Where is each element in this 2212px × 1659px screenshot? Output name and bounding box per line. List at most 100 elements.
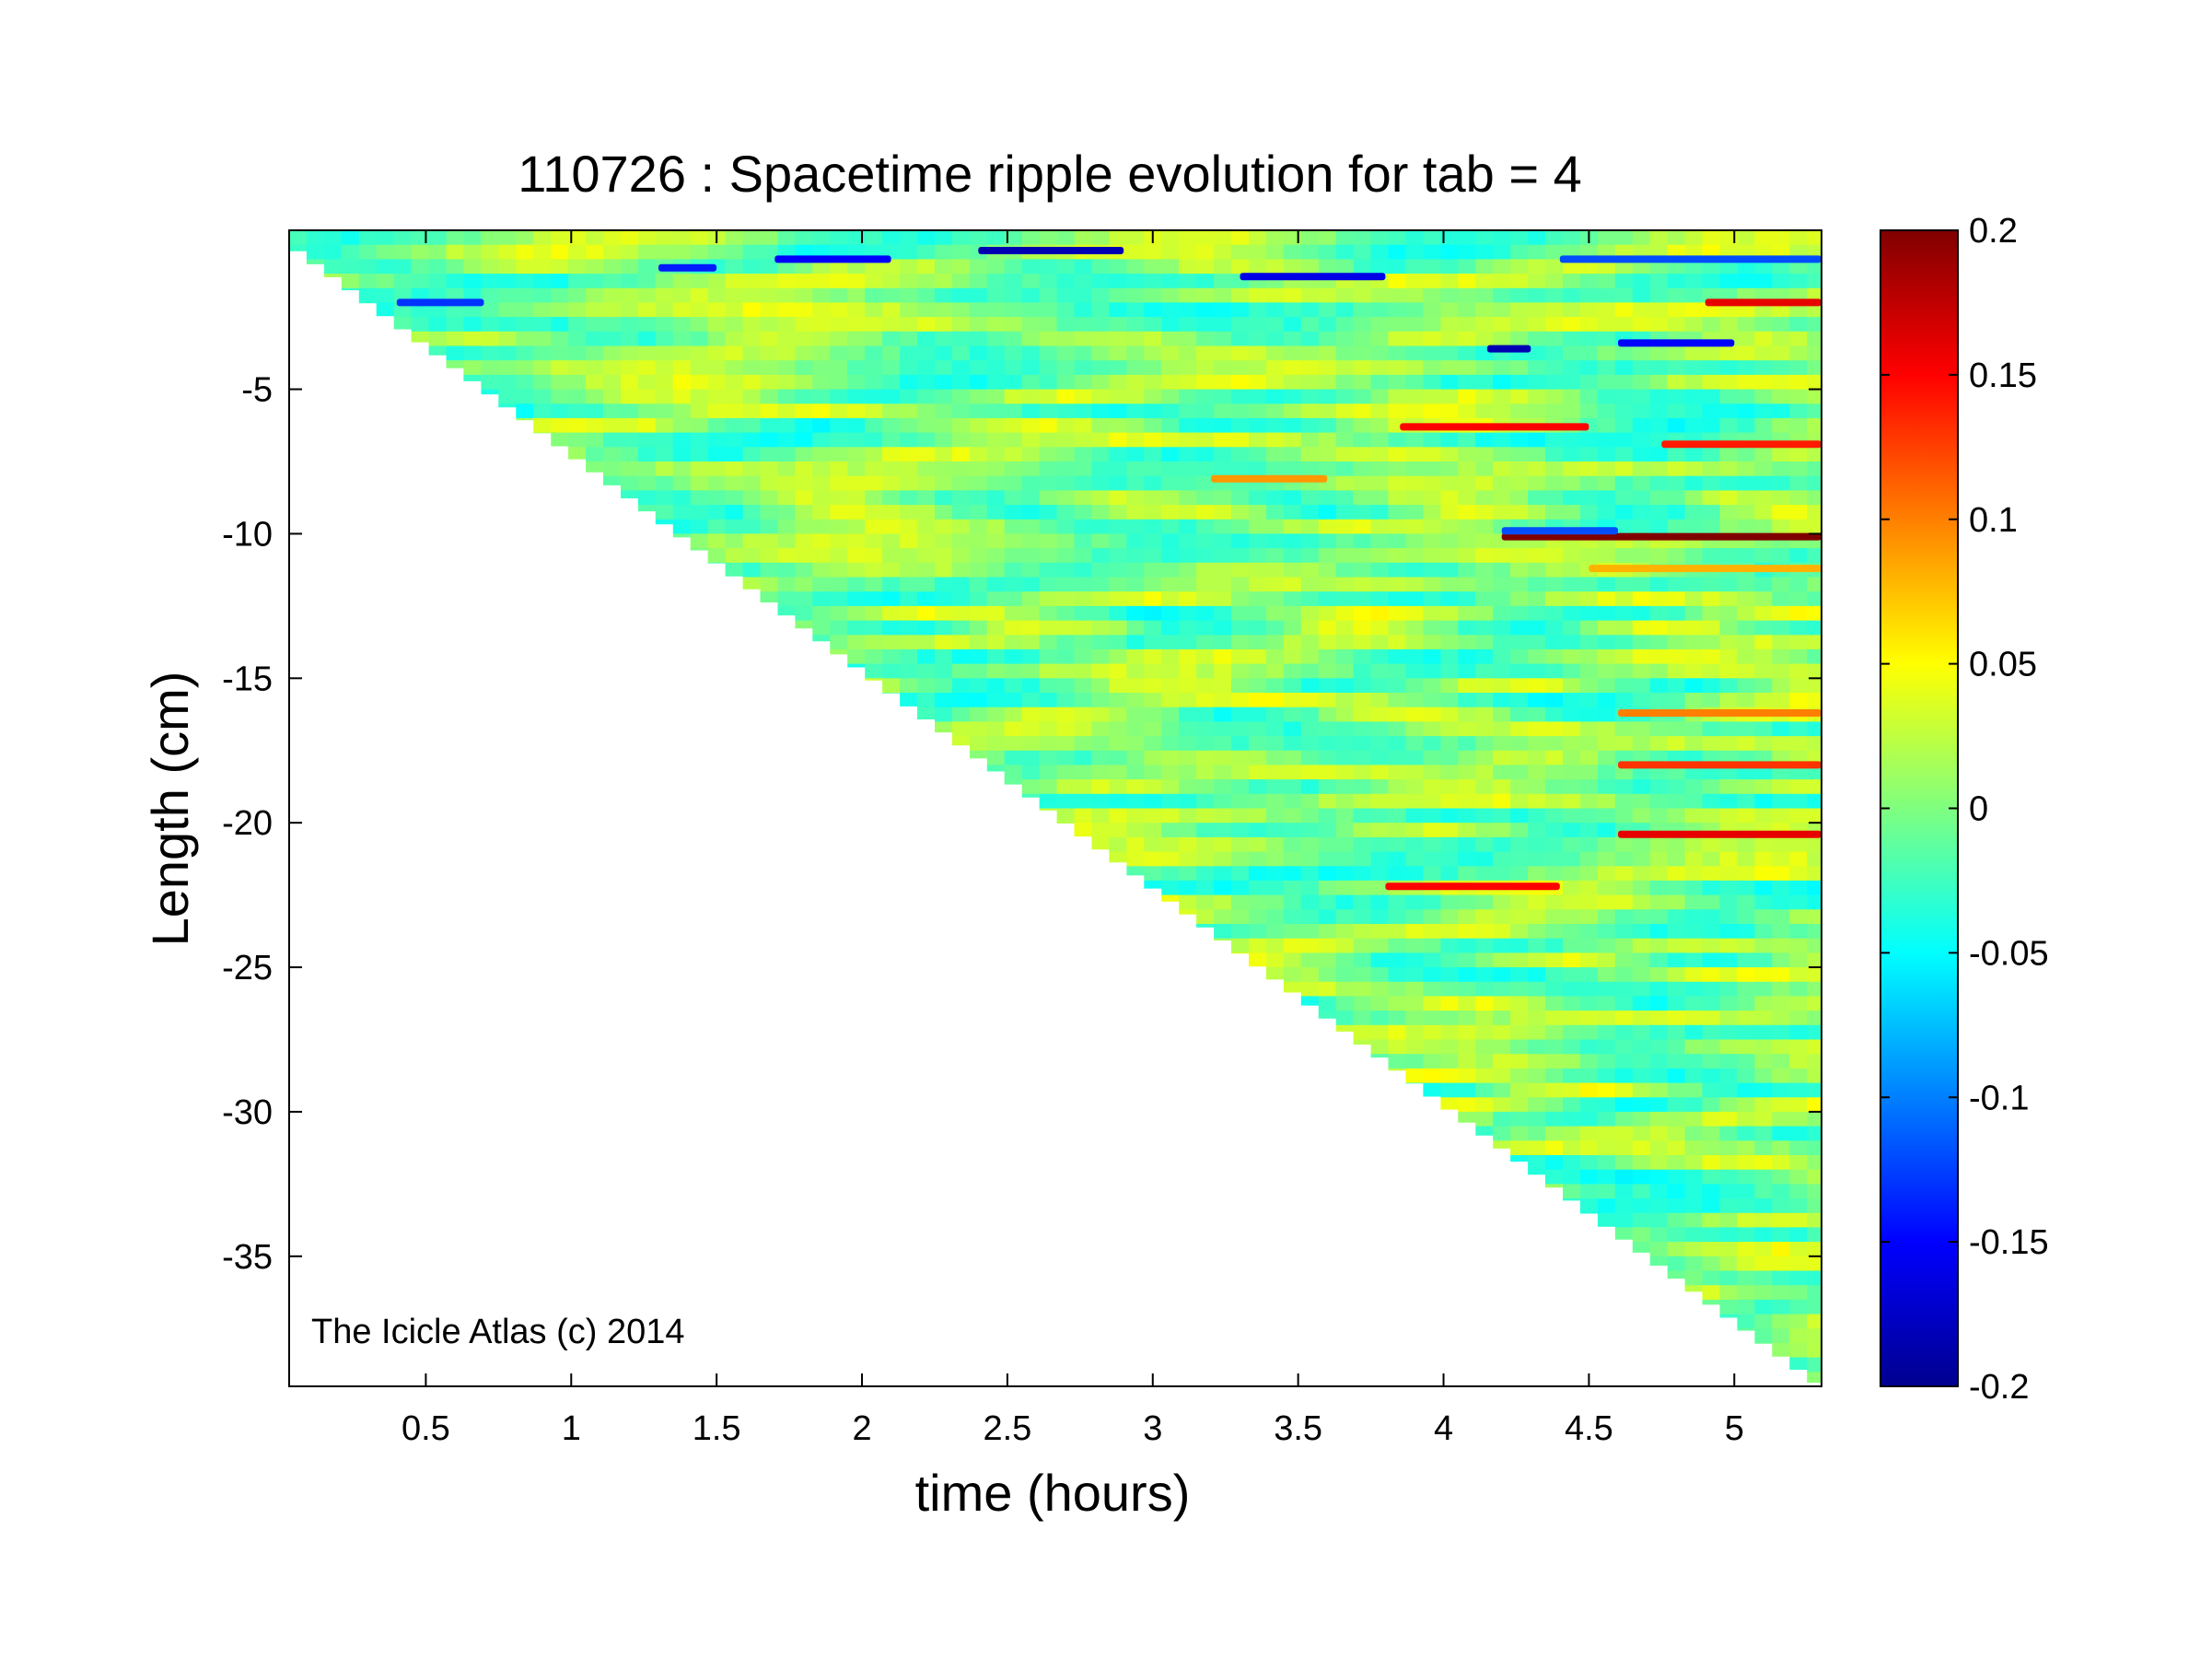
heatmap-cell xyxy=(1423,967,1442,983)
heatmap-cell xyxy=(707,274,727,289)
heatmap-cell xyxy=(1719,678,1739,694)
heatmap-cell xyxy=(586,374,604,391)
heatmap-cell xyxy=(428,259,448,275)
heatmap-cell xyxy=(306,230,325,246)
heatmap-cell xyxy=(672,317,692,333)
heatmap-cell xyxy=(1405,605,1425,622)
heatmap-cell xyxy=(1737,274,1756,289)
heatmap-cell xyxy=(1056,287,1076,304)
heatmap-cell xyxy=(1458,345,1476,361)
ripple-feature xyxy=(1385,882,1560,891)
heatmap-cell xyxy=(1579,707,1599,723)
heatmap-cell xyxy=(1493,1126,1511,1142)
heatmap-cell xyxy=(1772,1111,1790,1127)
heatmap-cell xyxy=(1091,302,1111,318)
heatmap-cell xyxy=(1649,909,1669,925)
heatmap-cell xyxy=(1614,836,1634,853)
heatmap-cell xyxy=(1528,693,1546,708)
heatmap-cell xyxy=(1667,475,1686,492)
heatmap-cell xyxy=(1283,952,1302,968)
heatmap-cell xyxy=(1370,519,1390,535)
heatmap-cell xyxy=(1440,635,1460,650)
heatmap-cell xyxy=(812,548,831,564)
heatmap-cell xyxy=(1807,1328,1822,1344)
heatmap-cell xyxy=(672,274,692,289)
heatmap-cell xyxy=(1702,591,1721,607)
heatmap-cell xyxy=(795,591,814,607)
heatmap-cell xyxy=(1265,331,1285,347)
heatmap-cell xyxy=(1214,417,1232,434)
heatmap-cell xyxy=(690,475,709,492)
heatmap-cell xyxy=(1126,317,1146,333)
heatmap-cell xyxy=(1405,302,1425,318)
heatmap-cell xyxy=(1249,736,1267,752)
heatmap-cell xyxy=(1161,302,1180,318)
heatmap-cell xyxy=(760,244,779,261)
heatmap-cell xyxy=(865,533,883,549)
heatmap-cell xyxy=(725,548,744,564)
heatmap-cell xyxy=(1667,1054,1686,1069)
heatmap-cell xyxy=(655,490,674,506)
heatmap-cell xyxy=(655,287,674,304)
heatmap-cell xyxy=(1545,490,1564,506)
heatmap-cell xyxy=(1091,447,1111,462)
heatmap-cell xyxy=(1283,605,1302,622)
heatmap-cell xyxy=(1196,620,1215,637)
heatmap-cell xyxy=(725,360,744,376)
heatmap-cell xyxy=(1772,591,1790,607)
heatmap-cell xyxy=(1249,548,1267,564)
heatmap-cell xyxy=(1405,1054,1425,1069)
heatmap-cell xyxy=(1423,302,1442,318)
heatmap-cell xyxy=(1545,591,1564,607)
heatmap-cell xyxy=(830,417,848,434)
heatmap-cell xyxy=(1510,591,1529,607)
heatmap-cell xyxy=(1789,1314,1808,1330)
heatmap-cell xyxy=(1144,562,1162,578)
heatmap-cell xyxy=(1719,1227,1739,1243)
heatmap-cell xyxy=(1265,605,1285,622)
heatmap-cell xyxy=(1440,693,1460,708)
heatmap-cell xyxy=(1667,345,1686,361)
heatmap-cell xyxy=(882,663,901,680)
heatmap-cell xyxy=(1440,244,1460,261)
heatmap-cell xyxy=(917,447,936,462)
heatmap-cell xyxy=(1789,996,1808,1011)
heatmap-cell xyxy=(1772,648,1790,665)
heatmap-cell xyxy=(1563,808,1581,824)
heatmap-cell xyxy=(1440,750,1460,766)
heatmap-cell xyxy=(760,287,779,304)
heatmap-cell xyxy=(1754,1082,1774,1099)
heatmap-cell xyxy=(690,331,709,347)
heatmap-cell xyxy=(1545,996,1564,1011)
heatmap-cell xyxy=(1789,1054,1808,1069)
heatmap-cell xyxy=(760,417,779,434)
heatmap-cell xyxy=(830,317,848,333)
heatmap-cell xyxy=(1265,287,1285,304)
heatmap-cell xyxy=(1353,461,1372,477)
heatmap-cell xyxy=(690,287,709,304)
heatmap-cell xyxy=(1265,635,1285,650)
heatmap-cell xyxy=(1528,1126,1546,1142)
heatmap-cell xyxy=(1528,924,1546,940)
heatmap-cell xyxy=(1667,577,1686,592)
heatmap-cell xyxy=(1754,302,1774,318)
heatmap-cell xyxy=(1353,1011,1372,1026)
heatmap-cell xyxy=(1754,836,1774,853)
heatmap-cell xyxy=(1510,924,1529,940)
heatmap-cell xyxy=(1353,952,1372,968)
heatmap-cell xyxy=(1458,952,1476,968)
heatmap-cell xyxy=(621,345,639,361)
heatmap-cell xyxy=(1632,461,1651,477)
heatmap-cell xyxy=(1493,678,1511,694)
heatmap-cell xyxy=(951,447,971,462)
heatmap-cell xyxy=(1196,432,1215,449)
heatmap-cell xyxy=(1528,548,1546,564)
heatmap-cell xyxy=(986,331,1006,347)
heatmap-cell xyxy=(1528,952,1546,968)
heatmap-cell xyxy=(1091,317,1111,333)
heatmap-cell xyxy=(742,519,762,535)
heatmap-cell xyxy=(917,302,936,318)
heatmap-cell xyxy=(707,403,727,419)
heatmap-cell xyxy=(882,360,901,376)
heatmap-cell xyxy=(1144,591,1162,607)
